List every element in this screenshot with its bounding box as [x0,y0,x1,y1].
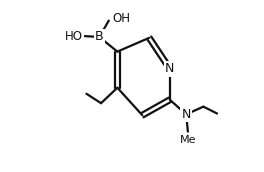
Text: N: N [181,108,191,121]
Text: HO: HO [65,30,83,43]
Text: OH: OH [112,12,130,25]
Text: B: B [95,30,104,44]
Text: Me: Me [180,135,196,145]
Text: N: N [165,62,175,75]
